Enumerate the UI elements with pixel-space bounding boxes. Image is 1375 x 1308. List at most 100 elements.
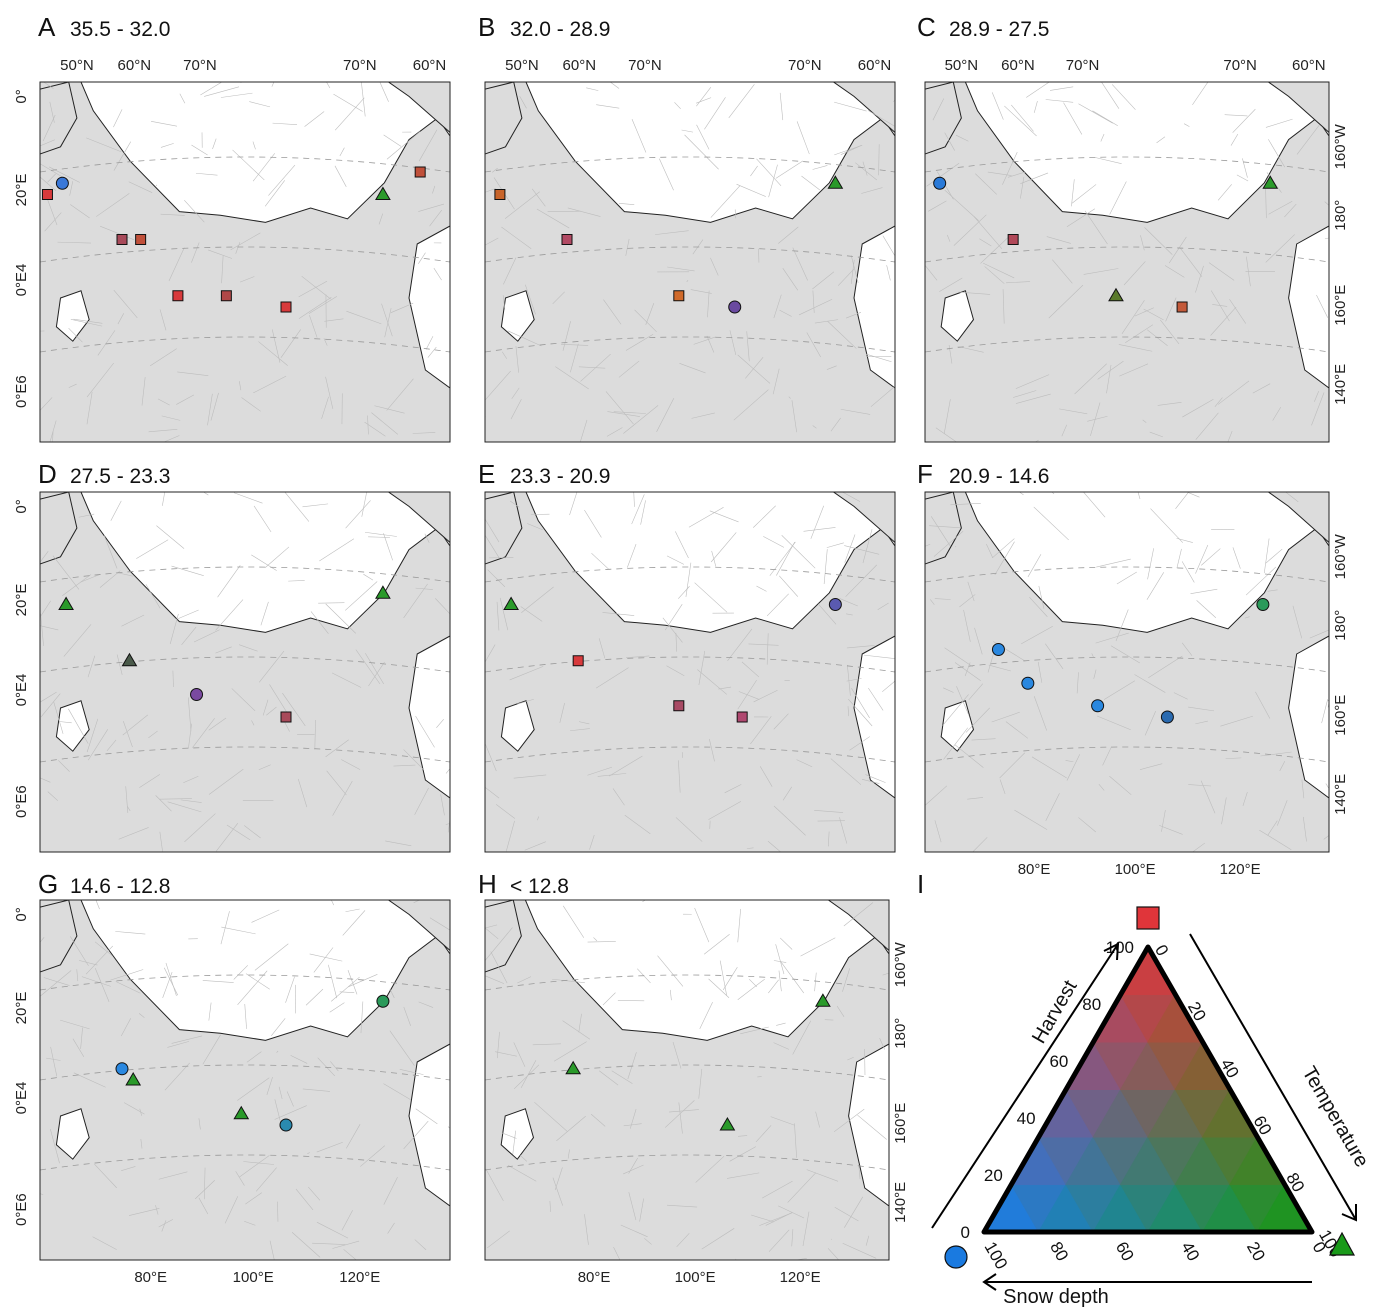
point-g-1 xyxy=(125,1072,142,1086)
left-tick: 0°E4 xyxy=(13,1082,30,1115)
arctic-land xyxy=(387,900,450,952)
panel-range-b: 32.0 - 28.9 xyxy=(510,18,610,41)
point-d-3 xyxy=(280,711,292,723)
mesh xyxy=(485,900,889,1260)
right-tick: 180° xyxy=(1332,200,1349,231)
top-tick: 50°N xyxy=(505,57,539,74)
panel-range-c: 28.9 - 27.5 xyxy=(949,18,1049,41)
caspian xyxy=(55,290,90,342)
right-tick: 180° xyxy=(892,1018,909,1049)
bottom-tick: 120°E xyxy=(780,1269,821,1286)
map-frame xyxy=(924,81,1330,443)
top-tick: 70°N xyxy=(343,57,377,74)
scandinavia xyxy=(485,82,523,155)
point-a-8 xyxy=(414,166,426,178)
snow-arrowhead xyxy=(982,1273,997,1291)
point-b-3 xyxy=(728,300,742,314)
panel-label-i: I xyxy=(917,869,924,899)
panel-label-g: G xyxy=(38,869,58,899)
point-d-2 xyxy=(190,688,204,701)
point-e-1 xyxy=(572,655,584,667)
snow-axis-label: Snow depth xyxy=(1003,1286,1109,1308)
top-tick: 60°N xyxy=(1292,57,1326,74)
map-panel-h: 160°W 180° 160°E 140°E 80°E 100°E 120°E xyxy=(484,899,909,1286)
left-tick: 20°E xyxy=(13,174,30,207)
bottom-tick: 100°E xyxy=(1115,861,1156,878)
point-b-1 xyxy=(561,234,573,245)
point-g-4 xyxy=(376,994,390,1008)
left-tick: 20°E xyxy=(13,992,30,1025)
bottom-tick: 100°E xyxy=(233,1269,274,1286)
left-tick: 0°E4 xyxy=(13,674,30,707)
top-tick: 60°N xyxy=(118,57,152,74)
land xyxy=(925,82,1329,442)
pacific xyxy=(1288,225,1329,389)
map-panel-d: 0° 20°E 0°E4 0°E6 xyxy=(13,491,451,853)
pacific xyxy=(408,1043,450,1207)
arctic-land xyxy=(832,82,895,134)
mesh xyxy=(40,82,445,442)
map-frame xyxy=(39,491,451,853)
point-b-2 xyxy=(673,290,685,302)
point-g-3 xyxy=(279,1118,293,1132)
scandinavia xyxy=(40,492,78,565)
top-tick: 50°N xyxy=(60,57,94,74)
harvest-tick: 80 xyxy=(1082,995,1101,1014)
caspian xyxy=(55,1108,90,1160)
top-tick: 60°N xyxy=(1001,57,1035,74)
arctic-land xyxy=(387,492,450,544)
map-panel-e xyxy=(484,491,896,853)
point-h-2 xyxy=(815,993,831,1007)
ternary-legend: 001002020804040606060408080201001000Harv… xyxy=(931,906,1373,1308)
map-panel-f: 160°W 180° 160°E 140°E 80°E 100°E 120°E xyxy=(924,491,1349,878)
point-d-0 xyxy=(58,596,74,610)
snow-tick: 60 xyxy=(1112,1239,1138,1265)
bottom-tick: 100°E xyxy=(675,1269,716,1286)
point-b-4 xyxy=(827,175,844,189)
panel-range-d: 27.5 - 23.3 xyxy=(70,465,170,488)
graticule xyxy=(485,974,889,1171)
land xyxy=(485,82,895,442)
mesh xyxy=(40,900,450,1260)
point-e-3 xyxy=(736,711,748,723)
graticule xyxy=(925,566,1329,763)
land xyxy=(485,900,889,1260)
arctic-land xyxy=(1267,492,1329,544)
mesh xyxy=(485,82,895,442)
left-tick: 0° xyxy=(13,499,30,513)
arctic-land xyxy=(387,82,450,134)
snow-tick: 20 xyxy=(1243,1239,1269,1265)
graticule xyxy=(40,566,450,763)
land xyxy=(485,492,895,852)
panel-label-c: C xyxy=(917,12,936,42)
point-c-3 xyxy=(1176,301,1188,313)
top-tick: 50°N xyxy=(945,57,979,74)
map-frame xyxy=(484,81,896,443)
point-e-2 xyxy=(673,700,685,712)
map-panel-c: 50°N 60°N 70°N 70°N 60°N 160°W 180° 160°E 140°E xyxy=(924,57,1349,443)
graticule xyxy=(40,974,450,1171)
point-a-6 xyxy=(280,301,292,313)
harvest-marker-square xyxy=(1136,906,1160,930)
left-tick: 0°E4 xyxy=(13,264,30,297)
top-tick: 70°N xyxy=(628,57,662,74)
left-tick: 0°E6 xyxy=(13,785,30,818)
left-tick: 20°E xyxy=(13,584,30,617)
top-tick: 60°N xyxy=(413,57,447,74)
harvest-tick: 40 xyxy=(1017,1109,1036,1128)
top-tick: 70°N xyxy=(1223,57,1257,74)
caspian xyxy=(940,290,975,342)
graticule xyxy=(40,156,450,353)
scandinavia xyxy=(485,900,522,973)
caspian xyxy=(500,700,535,752)
harvest-tick: 60 xyxy=(1049,1052,1068,1071)
point-h-0 xyxy=(565,1060,582,1075)
right-tick: 160°W xyxy=(1332,123,1349,169)
harvest-arrowhead xyxy=(1103,942,1120,961)
snow-tick: 80 xyxy=(1046,1239,1072,1265)
arctic-land xyxy=(832,492,895,544)
panel-range-g: 14.6 - 12.8 xyxy=(70,875,170,898)
map-frame xyxy=(39,899,451,1261)
panel-range-h: < 12.8 xyxy=(510,875,569,898)
